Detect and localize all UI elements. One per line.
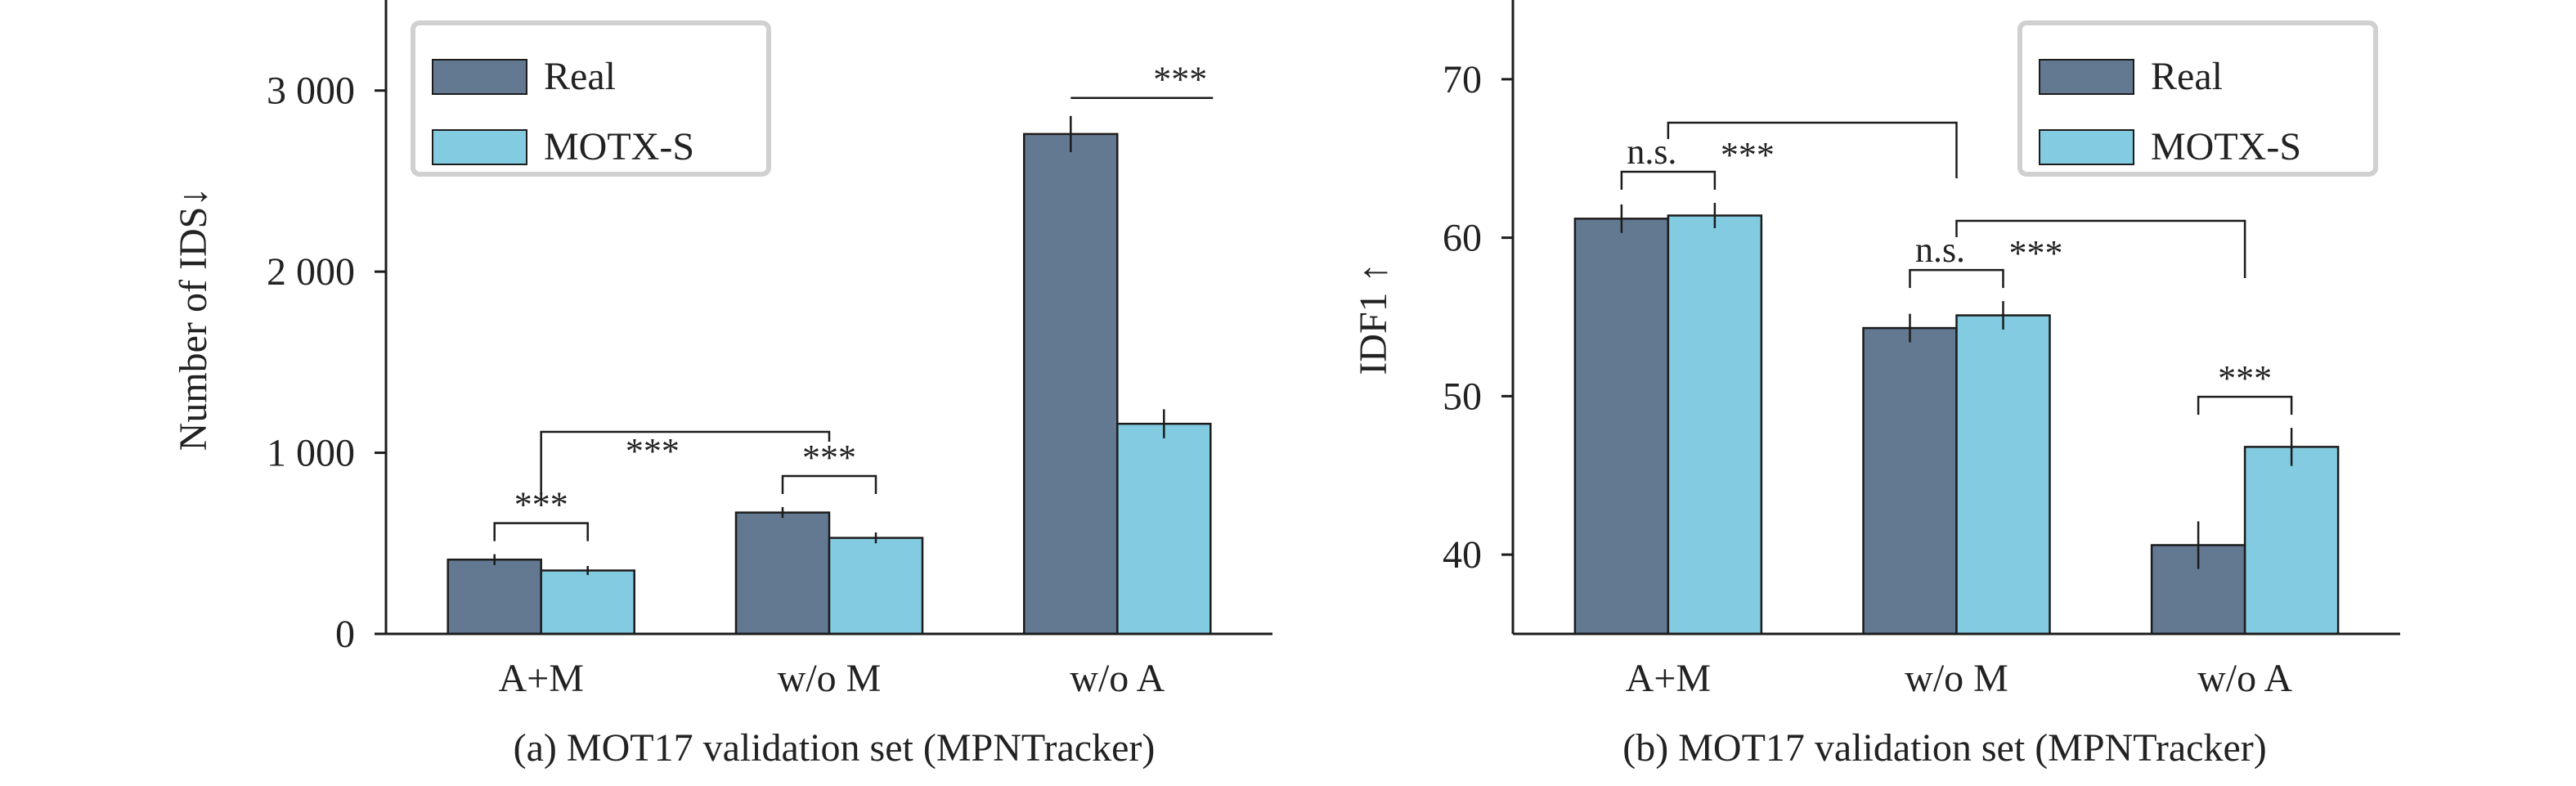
legend-label-real: Real	[544, 55, 616, 98]
error-bars-group	[493, 115, 1165, 576]
bar-real-a-m	[1573, 218, 1670, 636]
significance-bracket-across	[1667, 121, 1958, 178]
significance-bracket: n.s. ***	[1620, 132, 1775, 190]
axes-group	[384, 0, 1272, 636]
y-ticks-group: 40 50 60 70	[1443, 58, 1513, 577]
legend-label-motx-s: MOTX-S	[2151, 125, 2301, 168]
y-tick-label: 0	[335, 613, 355, 656]
bracket-line	[781, 474, 877, 494]
y-tick-label: 60	[1443, 217, 1482, 260]
significance-label: ***	[1153, 60, 1207, 100]
significance-bracket: n.s. ***	[1909, 230, 2063, 289]
significance-label: n.s.	[1627, 132, 1676, 172]
x-tick-label-w-o-m: w/o M	[1905, 657, 2008, 700]
x-ticks-group: A+M w/o M w/o A	[1626, 657, 2293, 700]
bar-motx-s-w-o-a	[2243, 446, 2340, 636]
bars-group	[1573, 214, 2340, 636]
y-tick-label: 70	[1443, 58, 1482, 101]
y-ticks-group: 0 1 000 2 000 3 000	[267, 70, 386, 656]
significance-bracket-across: ***	[540, 430, 831, 501]
y-tick-label: 3 000	[267, 70, 355, 113]
bracket-line	[493, 522, 589, 541]
x-tick-label-w-o-a: w/o A	[2197, 657, 2292, 700]
x-ticks-group: A+M w/o M w/o A	[498, 657, 1165, 700]
significance-label: ***	[626, 431, 680, 471]
bar-motx-s-a-m	[540, 569, 635, 636]
bracket-line	[1909, 268, 2004, 289]
chart-caption: (a) MOT17 validation set (MPNTracker)	[514, 726, 1156, 770]
legend-swatch-real	[2039, 59, 2134, 95]
significance-label: ***	[802, 438, 856, 478]
x-tick-label-a-m: A+M	[498, 657, 583, 700]
bracket-line	[1955, 219, 2246, 278]
error-bars-group	[1620, 203, 2293, 569]
bar-real-w-o-a	[1023, 132, 1119, 636]
significance-bracket: ***	[781, 438, 877, 494]
significance-bracket-across	[1955, 219, 2246, 278]
significance-label-2: ***	[1721, 135, 1775, 175]
y-tick-label: 1 000	[267, 432, 355, 475]
bracket-line	[1667, 121, 1958, 178]
significance-label: ***	[2218, 358, 2272, 398]
y-axis-label: IDF1 ↑	[1352, 263, 1395, 375]
y-tick-label: 50	[1443, 375, 1482, 418]
bars-group	[447, 132, 1212, 636]
bar-motx-s-w-o-a	[1116, 422, 1212, 636]
significance-label: n.s.	[1915, 230, 1965, 270]
significance-bracket: ***	[2197, 358, 2293, 415]
significance-bracket: ***	[1070, 60, 1214, 100]
legend-label-motx-s: MOTX-S	[544, 125, 694, 168]
significance-label-2: ***	[2009, 233, 2063, 273]
bar-motx-s-w-o-m	[828, 537, 924, 636]
x-tick-label-a-m: A+M	[1626, 657, 1711, 700]
legend-label-real: Real	[2151, 55, 2223, 98]
chart-caption: (b) MOT17 validation set (MPNTracker)	[1622, 726, 2266, 770]
x-tick-label-w-o-a: w/o A	[1070, 657, 1165, 700]
bracket-line	[540, 430, 831, 501]
significance-group: ************	[493, 60, 1214, 541]
bar-motx-s-w-o-m	[1955, 314, 2051, 636]
legend-swatch-real	[432, 59, 527, 95]
bracket-line	[1620, 170, 1717, 190]
legend: Real MOTX-S	[2017, 20, 2378, 177]
bar-real-w-o-m	[734, 511, 831, 636]
y-tick-label: 2 000	[267, 250, 355, 294]
bar-real-w-o-m	[1862, 326, 1958, 636]
bracket-line	[2197, 395, 2293, 415]
bar-motx-s-a-m	[1667, 214, 1763, 636]
legend: Real MOTX-S	[411, 20, 771, 177]
axes-group	[1511, 0, 2400, 636]
legend-swatch-motx-s	[2039, 129, 2134, 165]
significance-group: n.s. *** n.s. *** ***	[1620, 121, 2293, 415]
y-tick-label: 40	[1443, 533, 1482, 577]
legend-swatch-motx-s	[432, 129, 527, 165]
bar-real-a-m	[447, 558, 542, 636]
y-axis-label: Number of IDS↓	[172, 187, 215, 451]
chart-panel-b: n.s. *** n.s. *** *** 40 50 60 70 A+M w/o M w/o A…	[1352, 0, 2400, 770]
x-tick-label-w-o-m: w/o M	[778, 657, 882, 700]
